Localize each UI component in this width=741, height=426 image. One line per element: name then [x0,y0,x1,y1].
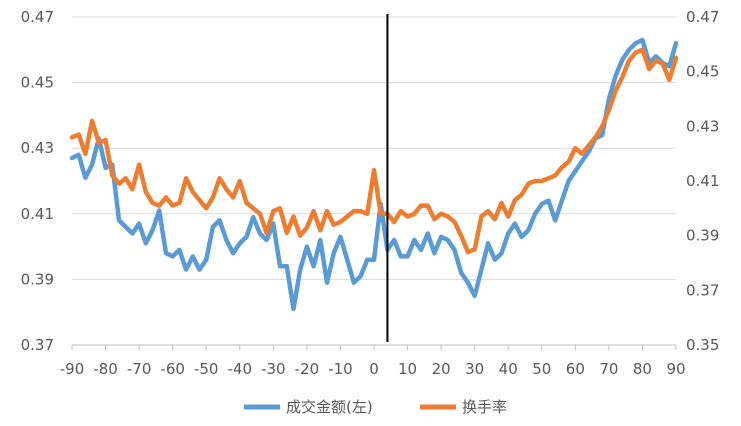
legend: 成交金额(左) 换手率 [244,398,507,416]
y-right-tick-label: 0.47 [686,8,719,26]
x-tick-label: 40 [499,360,518,378]
x-tick-label: -40 [228,360,253,378]
y-right-tick-label: 0.45 [686,63,719,81]
x-tick-label: 0 [369,360,379,378]
x-tick-label: -50 [194,360,219,378]
y-left-tick-label: 0.39 [21,270,54,288]
y-left-tick-label: 0.37 [21,336,54,354]
y-left-tick-label: 0.47 [21,8,54,26]
x-tick-label: 10 [398,360,417,378]
x-tick-label: -60 [160,360,185,378]
legend-label-series1: 成交金额(左) [286,398,373,416]
series-line-1 [69,37,679,312]
x-tick-label: -10 [328,360,353,378]
x-tick-label: 60 [566,360,585,378]
y-left-tick-label: 0.45 [21,74,54,92]
y-right-tick-label: 0.43 [686,117,719,135]
series-line-2 [69,47,679,255]
y-axis-right: 0.35 0.37 0.39 0.41 0.43 0.45 0.47 [686,8,719,354]
x-tick-label: 70 [599,360,618,378]
x-tick-label: -70 [127,360,152,378]
x-tick-label: -90 [60,360,85,378]
x-tick-label: -20 [295,360,320,378]
y-left-tick-label: 0.43 [21,139,54,157]
y-right-tick-label: 0.41 [686,172,719,190]
legend-label-series2: 换手率 [462,398,507,416]
gridlines [72,16,676,280]
series-lines [69,37,679,312]
x-tick-label: 50 [532,360,551,378]
x-tick-label: 20 [432,360,451,378]
y-right-tick-label: 0.37 [686,281,719,299]
x-tick-label: 90 [666,360,685,378]
y-right-tick-label: 0.35 [686,336,719,354]
y-right-tick-label: 0.39 [686,227,719,245]
x-tick-label: 80 [633,360,652,378]
y-axis-left: 0.37 0.39 0.41 0.43 0.45 0.47 [21,8,54,354]
x-tick-label: 30 [465,360,484,378]
x-tick-label: -30 [261,360,286,378]
x-tick-label: -80 [93,360,118,378]
x-axis: -90 -80 -70 -60 -50 -40 -30 -20 -10 0 10 20 30 40 50 60… [60,344,686,378]
y-left-tick-label: 0.41 [21,205,54,223]
